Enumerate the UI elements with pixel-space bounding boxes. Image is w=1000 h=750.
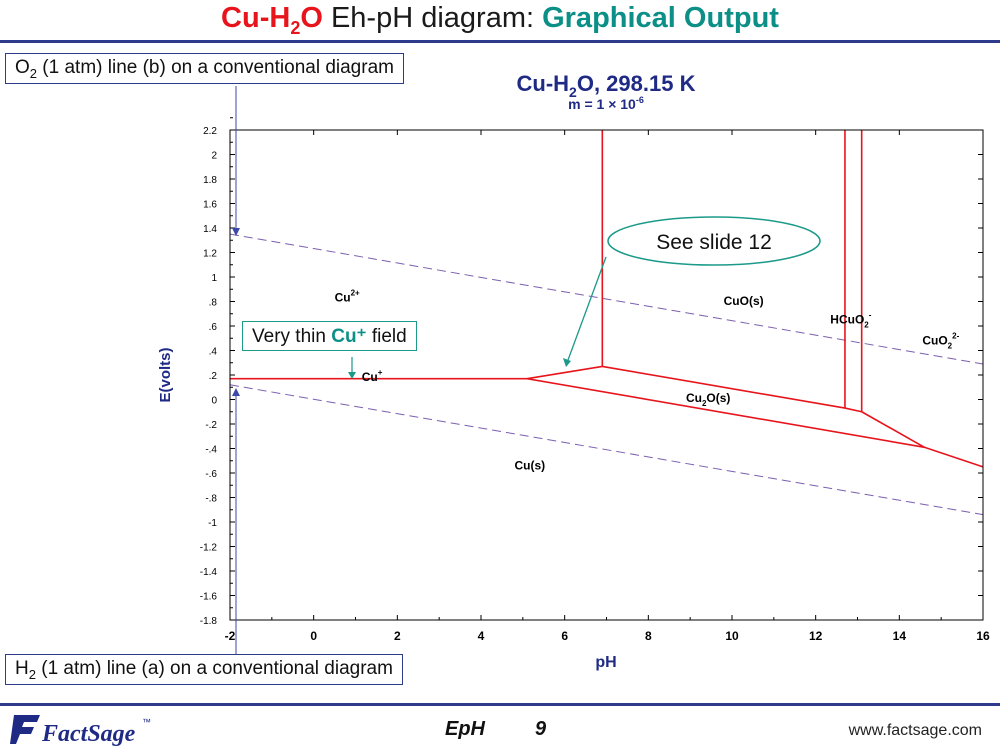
x-tick-label: 0 <box>310 629 317 643</box>
x-tick-label: 4 <box>478 629 485 643</box>
factsage-logo: FactSage ™ <box>10 715 151 747</box>
plot-frame <box>229 129 984 621</box>
o2-callout-arrowhead <box>232 228 240 236</box>
y-tick-label: -1.6 <box>200 592 218 603</box>
see-slide-bubble <box>607 216 821 266</box>
x-tick-label: 6 <box>561 629 568 643</box>
slide-title: Cu-H2O Eh-pH diagram: Graphical Output <box>0 2 1000 39</box>
x-tick-label: 16 <box>976 629 990 643</box>
y-tick-label: -1.4 <box>200 567 218 578</box>
water-line-o2 <box>229 233 984 365</box>
x-tick-label: -2 <box>225 629 236 643</box>
phase-boundary <box>861 411 925 448</box>
title-middle: Eh-pH diagram: <box>322 2 543 34</box>
y-tick-label: 2 <box>211 151 217 162</box>
x-axis-label: pH <box>595 654 616 671</box>
thin-cu-callout-arrowhead <box>348 372 356 379</box>
page-number: 9 <box>535 718 547 740</box>
chart-title: Cu-H2O, 298.15 K <box>517 71 696 100</box>
y-tick-label: 0 <box>211 396 217 407</box>
h2-callout-arrowhead <box>232 388 240 396</box>
y-tick-label: -.8 <box>205 494 217 505</box>
svg-text:™: ™ <box>142 717 151 727</box>
y-tick-label: 1.4 <box>203 224 217 235</box>
x-tick-label: 10 <box>725 629 739 643</box>
y-tick-label: .6 <box>209 322 218 333</box>
see-slide-pointer-head <box>563 358 571 367</box>
y-tick-label: .8 <box>209 298 218 309</box>
x-tick-label: 2 <box>394 629 401 643</box>
y-tick-label: -1.8 <box>200 616 218 627</box>
title-divider <box>0 40 1000 43</box>
module-name: EpH <box>445 718 485 740</box>
footer-url: www.factsage.com <box>848 722 982 739</box>
water-line-h2 <box>229 384 984 516</box>
y-tick-label: 1 <box>211 273 217 284</box>
o2-line-callout: O2 (1 atm) line (b) on a conventional di… <box>5 53 404 84</box>
phase-boundary <box>526 365 603 380</box>
title-formula: Cu-H2O <box>221 2 323 38</box>
y-tick-label: -1 <box>208 518 217 529</box>
y-tick-label: -1.2 <box>200 543 218 554</box>
callout-arrows: See slide 12 <box>232 86 821 655</box>
thin-cu-field-callout: Very thin Cu⁺ field <box>242 321 417 351</box>
region-label: CuO22- <box>922 331 959 350</box>
y-tick-label: 1.6 <box>203 200 217 211</box>
x-tick-label: 8 <box>645 629 652 643</box>
region-label: Cu2O(s) <box>686 391 730 408</box>
phase-boundary <box>844 407 862 413</box>
region-label: HCuO2- <box>830 311 871 330</box>
y-tick-label: .4 <box>209 347 218 358</box>
y-tick-label: 2.2 <box>203 126 217 137</box>
y-tick-label: 1.2 <box>203 249 217 260</box>
y-tick-label: .2 <box>209 371 218 382</box>
y-tick-label: 1.8 <box>203 175 217 186</box>
region-label: Cu+ <box>362 368 383 384</box>
x-tick-label: 12 <box>809 629 823 643</box>
h2-line-callout: H2 (1 atm) line (a) on a conventional di… <box>5 654 403 685</box>
phase-boundary <box>602 365 846 409</box>
y-tick-label: -.2 <box>205 420 217 431</box>
y-tick-label: -.6 <box>205 469 217 480</box>
region-label: CuO(s) <box>724 294 764 308</box>
see-slide-pointer <box>567 256 607 361</box>
see-slide-text: See slide 12 <box>656 231 772 254</box>
footer-divider <box>0 703 1000 706</box>
chart-subtitle: m = 1 × 10-6 <box>568 95 644 112</box>
y-tick-label: -.4 <box>205 445 217 456</box>
region-label: Cu(s) <box>514 458 545 472</box>
footer-module: EpH 9 <box>445 718 546 741</box>
region-label: Cu2+ <box>335 289 360 305</box>
y-axis-label: E(volts) <box>157 347 174 402</box>
title-highlight: Graphical Output <box>542 2 779 34</box>
x-tick-label: 14 <box>893 629 907 643</box>
svg-text:FactSage: FactSage <box>41 721 136 747</box>
